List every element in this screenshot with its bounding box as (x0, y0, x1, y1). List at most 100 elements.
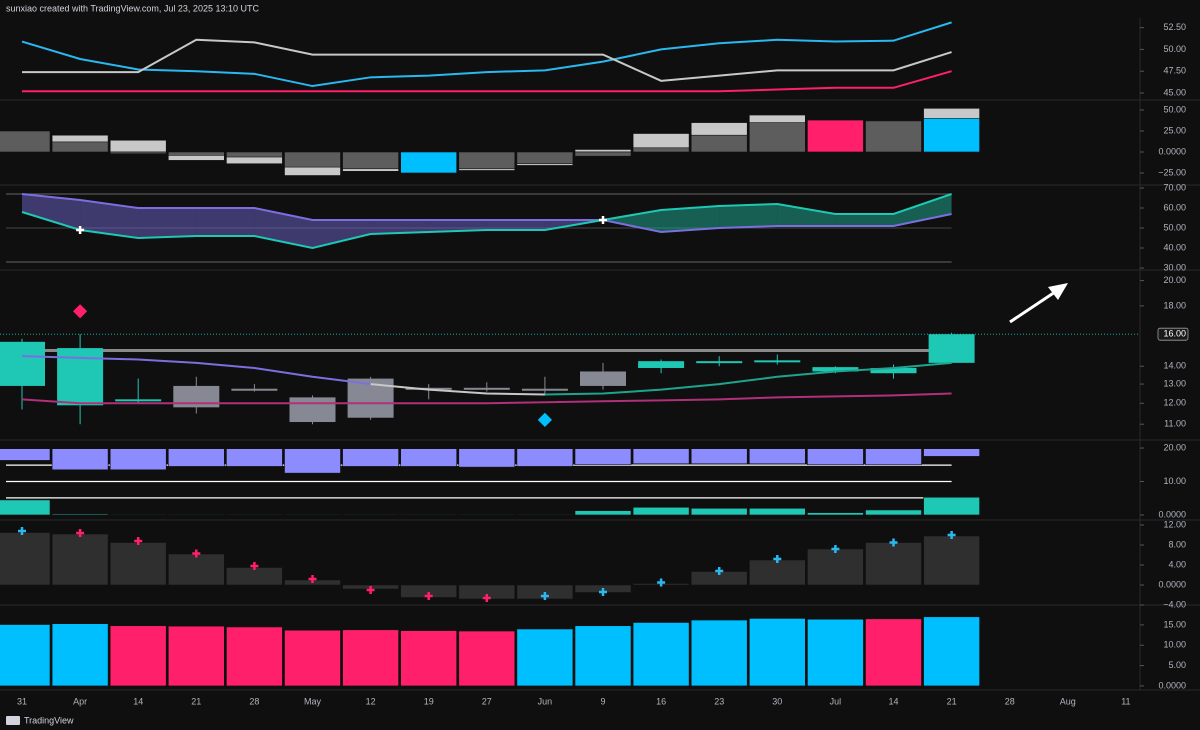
y-tick-label: 47.50 (1163, 66, 1186, 76)
bar (51, 533, 109, 586)
cross-marker (192, 549, 201, 558)
bar (923, 616, 980, 687)
x-tick-label: 19 (424, 696, 434, 706)
bar (748, 122, 806, 153)
bar (923, 118, 980, 153)
candle-body (521, 388, 568, 391)
floating-bar (284, 448, 341, 474)
line (22, 38, 952, 82)
bar (168, 151, 225, 156)
x-tick-label: 30 (772, 696, 782, 706)
bar (865, 618, 922, 687)
cross-marker (540, 592, 549, 600)
bar (690, 507, 748, 516)
bar (458, 630, 516, 687)
cross-marker (599, 216, 607, 224)
candle-body (580, 371, 626, 386)
candle-body (754, 360, 801, 363)
bar (0, 624, 51, 687)
arrow (1009, 288, 1059, 324)
line (544, 361, 952, 396)
diamond-marker (73, 304, 88, 319)
cross-marker (134, 537, 143, 545)
y-tick-label: −25.00 (1158, 167, 1186, 177)
y-tick-label: 20.00 (1163, 275, 1186, 285)
cross-marker (889, 538, 898, 547)
floating-bar (807, 448, 864, 466)
floating-bar (168, 448, 225, 467)
bar (51, 513, 109, 516)
bar (0, 130, 51, 153)
y-tick-label: 0.0000 (1158, 509, 1186, 519)
bar (516, 151, 574, 165)
cross-marker (773, 555, 782, 563)
y-tick-label: −4.00 (1163, 599, 1186, 609)
floating-bar (748, 448, 806, 465)
candle-body (696, 361, 743, 364)
bar (0, 499, 51, 516)
bar (168, 553, 225, 586)
y-tick-label: 50.00 (1163, 222, 1186, 232)
x-tick-label: 12 (366, 696, 376, 706)
x-tick-label: 28 (1005, 696, 1015, 706)
line (21, 193, 952, 234)
line (21, 355, 371, 386)
y-tick-label: 5.00 (1168, 660, 1186, 670)
bar (632, 506, 690, 516)
bar (109, 542, 167, 586)
x-tick-label: Apr (73, 696, 87, 706)
bar (574, 625, 632, 687)
bar (807, 618, 864, 687)
bar (516, 514, 574, 516)
cross-marker (76, 226, 85, 234)
y-tick-label: 0.0000 (1158, 680, 1186, 690)
bar (574, 151, 632, 157)
cross-marker (308, 575, 317, 583)
bar (516, 628, 574, 687)
cross-marker (250, 562, 259, 570)
floating-bar (0, 448, 51, 461)
bar (51, 623, 109, 687)
x-tick-label: 9 (600, 696, 605, 706)
y-tick-label: 14.00 (1163, 361, 1186, 371)
bar (226, 514, 283, 516)
last-price-box (1157, 327, 1189, 341)
candle-body (289, 397, 336, 423)
floating-bar (632, 448, 690, 465)
x-tick-label: 21 (191, 696, 201, 706)
cross-marker (424, 592, 433, 600)
y-tick-label: 60.00 (1163, 202, 1186, 212)
cloud-fill (428, 220, 487, 232)
last-price-label: 16.00 (1163, 329, 1186, 339)
x-tick-label: 23 (714, 696, 724, 706)
bar (400, 630, 458, 687)
bar (865, 509, 922, 516)
bar (342, 151, 399, 170)
candle-body (638, 361, 685, 368)
candle-body (173, 385, 220, 408)
bar (400, 514, 458, 516)
cloud-fill (777, 204, 836, 226)
y-tick-label: 12.00 (1163, 519, 1186, 529)
cloud-fill (719, 204, 778, 228)
line (21, 193, 952, 250)
x-tick-label: 14 (133, 696, 143, 706)
bar (226, 567, 283, 586)
floating-bar (574, 448, 632, 466)
cloud-fill (370, 220, 429, 234)
y-tick-label: 0.0000 (1158, 146, 1186, 156)
cross-marker (947, 531, 956, 539)
line (370, 383, 545, 396)
bar (807, 119, 864, 153)
cross-marker (76, 529, 85, 537)
x-tick-label: 16 (656, 696, 666, 706)
cloud-fill (835, 214, 894, 226)
bar (458, 151, 516, 170)
cloud-fill (80, 200, 139, 238)
y-tick-label: 4.00 (1168, 559, 1186, 569)
line (21, 392, 952, 405)
candle-body (812, 367, 859, 372)
y-tick-label: 11.00 (1164, 419, 1186, 429)
bar (109, 151, 167, 154)
bar (807, 548, 864, 586)
